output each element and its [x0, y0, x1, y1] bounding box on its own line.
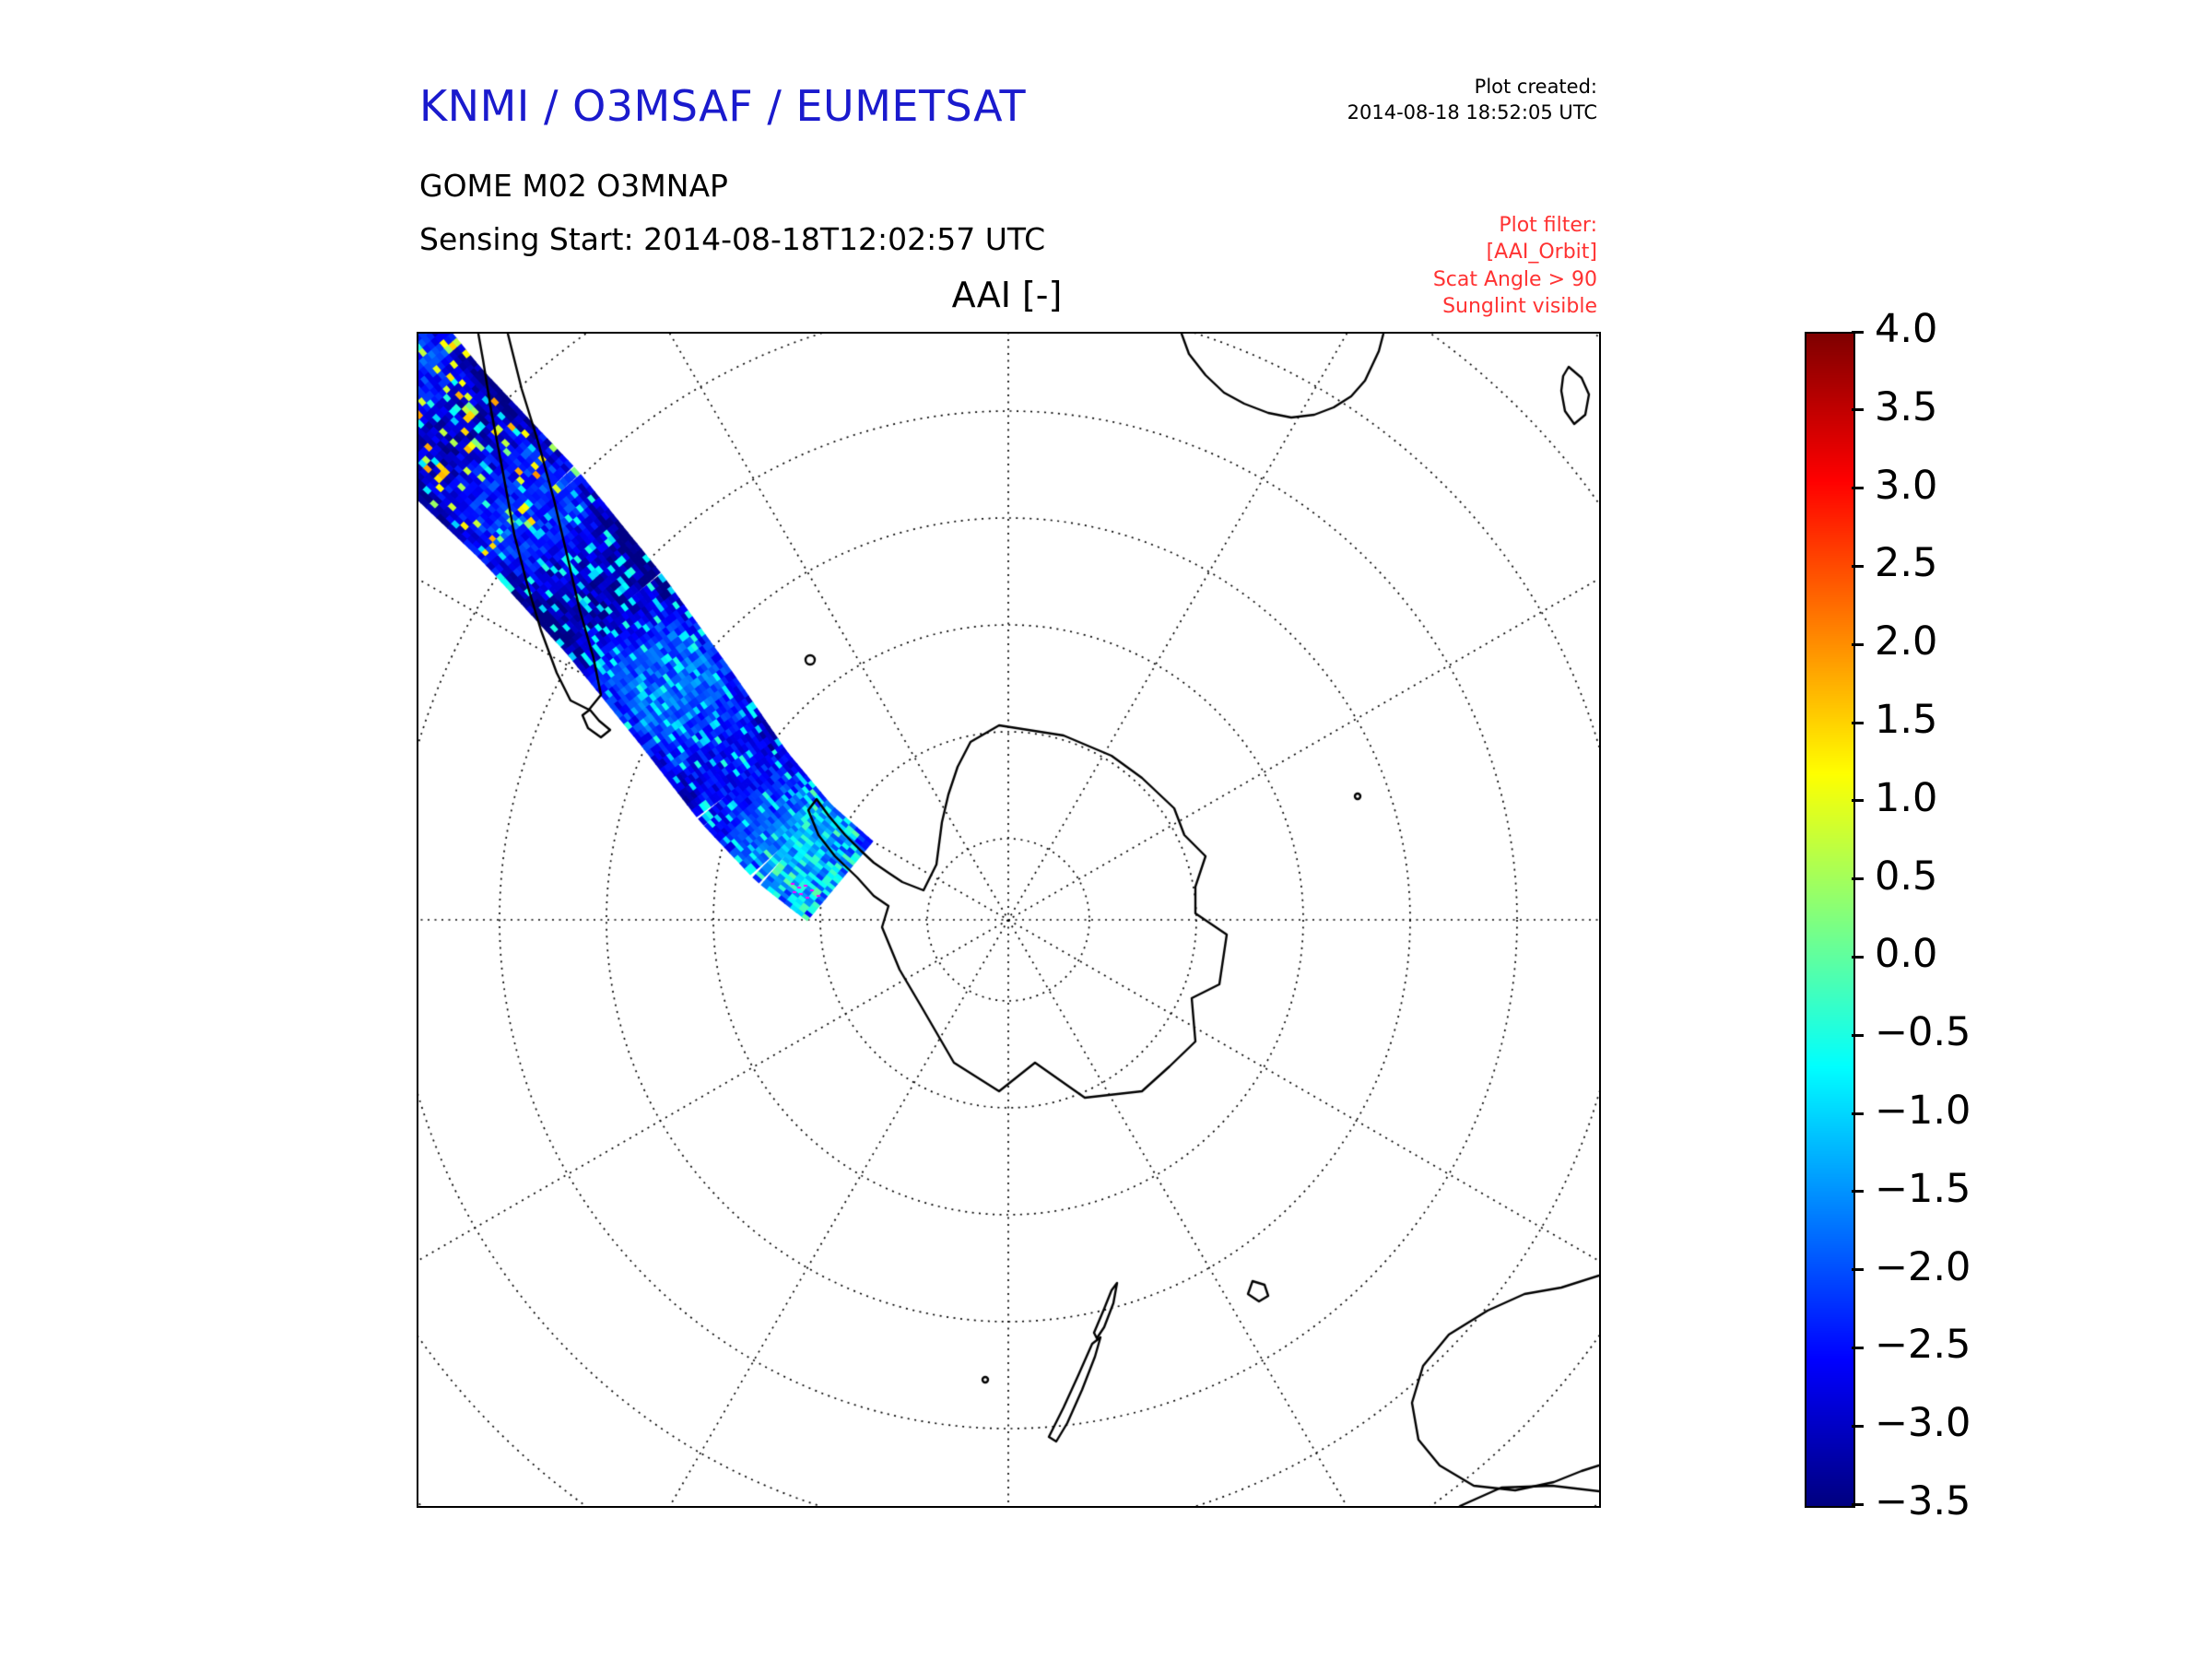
colorbar-tick-label: 3.0	[1875, 462, 1938, 509]
colorbar-tick-label: 0.5	[1875, 853, 1938, 900]
colorbar-tick-label: −2.0	[1875, 1243, 1971, 1290]
sensing-start: Sensing Start: 2014-08-18T12:02:57 UTC	[419, 221, 1046, 257]
plot-created-label: Plot created:	[1474, 76, 1597, 98]
colorbar-tick	[1852, 877, 1864, 881]
map-canvas	[418, 334, 1599, 1506]
plot-created-block: Plot created: 2014-08-18 18:52:05 UTC	[1347, 74, 1597, 126]
colorbar-tick-label: −3.5	[1875, 1478, 1971, 1524]
colorbar-tick	[1852, 1502, 1864, 1506]
colorbar-tick	[1852, 1033, 1864, 1037]
colorbar	[1805, 332, 1855, 1508]
map-panel	[417, 332, 1601, 1508]
colorbar-tick	[1852, 408, 1864, 412]
colorbar-tick	[1852, 1346, 1864, 1349]
colorbar-tick	[1852, 1112, 1864, 1115]
colorbar-tick-label: 4.0	[1875, 306, 1938, 352]
colorbar-tick	[1852, 487, 1864, 490]
colorbar-tick-label: −0.5	[1875, 1009, 1971, 1056]
colorbar-tick	[1852, 642, 1864, 646]
colorbar-tick	[1852, 1268, 1864, 1272]
colorbar-tick-label: −2.5	[1875, 1322, 1971, 1369]
colorbar-tick-label: −1.5	[1875, 1165, 1971, 1212]
colorbar-tick-label: −1.0	[1875, 1088, 1971, 1134]
colorbar-canvas	[1806, 334, 1853, 1506]
plot-filter-block: Plot filter: [AAI_Orbit] Scat Angle > 90…	[1433, 212, 1597, 320]
colorbar-tick-label: 2.5	[1875, 540, 1938, 587]
colorbar-tick-label: 0.0	[1875, 931, 1938, 978]
filter-line: [AAI_Orbit]	[1486, 241, 1597, 265]
colorbar-tick	[1852, 799, 1864, 803]
filter-line: Scat Angle > 90	[1432, 267, 1597, 291]
colorbar-tick-label: 2.0	[1875, 618, 1938, 665]
colorbar-tick	[1852, 955, 1864, 959]
colorbar-tick-label: 1.0	[1875, 774, 1938, 821]
filter-line: Sunglint visible	[1442, 294, 1597, 318]
colorbar-tick-label: 3.5	[1875, 383, 1938, 430]
product-name: GOME M02 O3MNAP	[419, 168, 728, 204]
chart-title: AAI [-]	[951, 275, 1063, 315]
colorbar-tick	[1852, 330, 1864, 334]
filter-line: Plot filter:	[1499, 214, 1597, 237]
colorbar-tick	[1852, 564, 1864, 568]
colorbar-tick-label: 1.5	[1875, 697, 1938, 743]
colorbar-tick	[1852, 1190, 1864, 1194]
colorbar-tick-label: −3.0	[1875, 1400, 1971, 1447]
page-title: KNMI / O3MSAF / EUMETSAT	[419, 81, 1027, 131]
colorbar-tick	[1852, 721, 1864, 724]
plot-created-timestamp: 2014-08-18 18:52:05 UTC	[1347, 101, 1597, 124]
colorbar-tick	[1852, 1424, 1864, 1428]
